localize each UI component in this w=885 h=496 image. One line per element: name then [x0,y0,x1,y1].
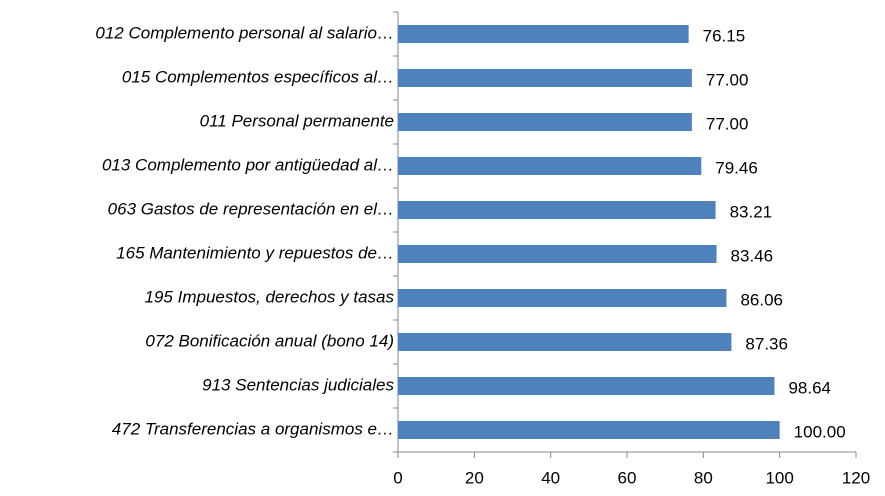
data-label: 83.46 [731,246,774,265]
y-tick-label: 165 Mantenimiento y repuestos de… [116,243,394,262]
x-tick-label: 60 [618,468,637,487]
bar [398,245,717,263]
y-tick-label: 012 Complemento personal al salario… [95,23,394,42]
data-label: 77.00 [706,114,749,133]
data-label: 86.06 [740,290,783,309]
bar [398,333,732,351]
bar [398,201,716,219]
y-tick-label: 015 Complementos específicos al… [122,67,394,86]
x-tick-label: 100 [765,468,793,487]
data-label: 76.15 [703,26,746,45]
bar [398,157,702,175]
bar [398,421,780,439]
bar [398,25,689,43]
data-label: 87.36 [745,334,788,353]
y-tick-label: 063 Gastos de representación en el… [108,199,394,218]
bar [398,69,692,87]
y-tick-label: 013 Complemento por antigüedad al… [102,155,394,174]
bar [398,113,692,131]
bar [398,377,775,395]
bar [398,289,727,307]
data-label: 98.64 [788,378,831,397]
x-tick-label: 120 [842,468,870,487]
y-tick-label: 011 Personal permanente [200,111,394,130]
y-tick-label: 072 Bonificación anual (bono 14) [145,331,394,350]
x-tick-label: 0 [393,468,402,487]
y-tick-label: 913 Sentencias judiciales [202,375,394,394]
y-tick-label: 195 Impuestos, derechos y tasas [145,287,395,306]
y-tick-label: 472 Transferencias a organismos e… [112,419,394,438]
data-label: 83.21 [730,202,773,221]
x-tick-label: 20 [465,468,484,487]
data-label: 77.00 [706,70,749,89]
x-tick-label: 80 [694,468,713,487]
x-tick-label: 40 [541,468,560,487]
data-label: 100.00 [794,422,846,441]
data-label: 79.46 [715,158,758,177]
